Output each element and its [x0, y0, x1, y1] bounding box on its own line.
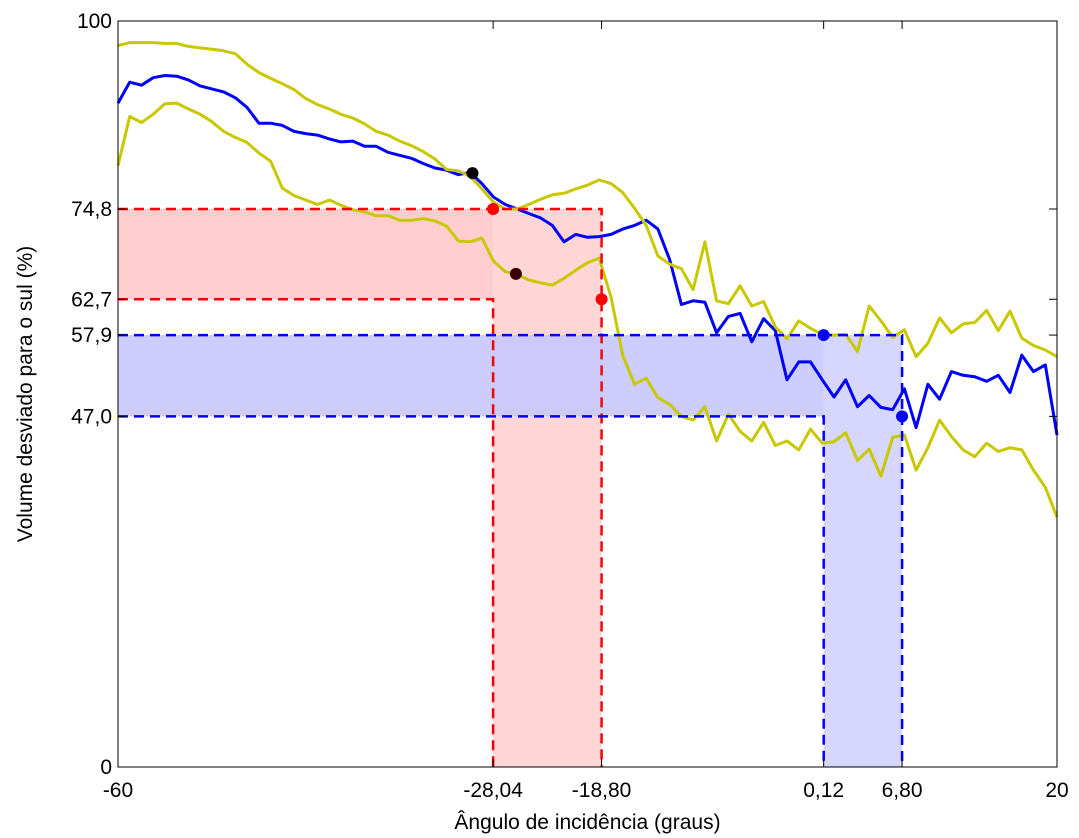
red-dash-inner [118, 298, 495, 767]
y-tick-label: 0 [100, 756, 112, 779]
red-dash-outer [118, 207, 603, 767]
series-line-mean [116, 74, 1059, 436]
x-tick-label: -60 [103, 779, 133, 802]
axis-ticks: -60 -28,04 -18,80 0,12 6,80 20 0 47,0 57,9 62,7 74… [71, 10, 1069, 802]
marker-point-5 [817, 329, 830, 342]
marker-point-3 [509, 267, 522, 280]
region-dashes [118, 207, 904, 767]
y-tick-label: 47,0 [71, 405, 112, 428]
series-lines [116, 41, 1059, 518]
y-axis-label: Volume desviado para o sul (%) [14, 246, 37, 543]
red-vertical-band [493, 208, 602, 767]
x-tick-label: -28,04 [463, 779, 523, 802]
y-tick-label: 74,8 [71, 198, 112, 221]
blue-vertical-band [823, 335, 903, 767]
marker-point-4 [595, 293, 608, 306]
blue-dash-outer [118, 333, 904, 767]
markers [466, 167, 909, 423]
series-line-lower [116, 101, 1059, 518]
marker-point-1 [466, 167, 479, 180]
series-line-upper [117, 41, 1058, 359]
x-tick-label: 6,80 [882, 779, 923, 802]
x-tick-label: 0,12 [803, 779, 844, 802]
y-tick-label: 57,9 [71, 324, 112, 347]
y-tick-label: 100 [77, 10, 112, 33]
region-fills [118, 208, 903, 767]
marker-point-2 [487, 202, 500, 215]
red-horizontal-band [118, 208, 494, 300]
x-tick-label: 20 [1045, 779, 1068, 802]
blue-horizontal-band [118, 335, 824, 417]
marker-point-6 [896, 410, 909, 423]
blue-dash-inner [118, 415, 825, 767]
y-tick-label: 62,7 [71, 288, 112, 311]
x-axis-label: Ângulo de incidência (graus) [454, 811, 720, 834]
plot-frame [117, 20, 1058, 768]
x-tick-label: -18,80 [572, 779, 632, 802]
